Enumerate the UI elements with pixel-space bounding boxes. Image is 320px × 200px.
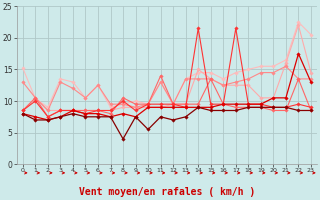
X-axis label: Vent moyen/en rafales ( km/h ): Vent moyen/en rafales ( km/h ) (79, 187, 255, 197)
